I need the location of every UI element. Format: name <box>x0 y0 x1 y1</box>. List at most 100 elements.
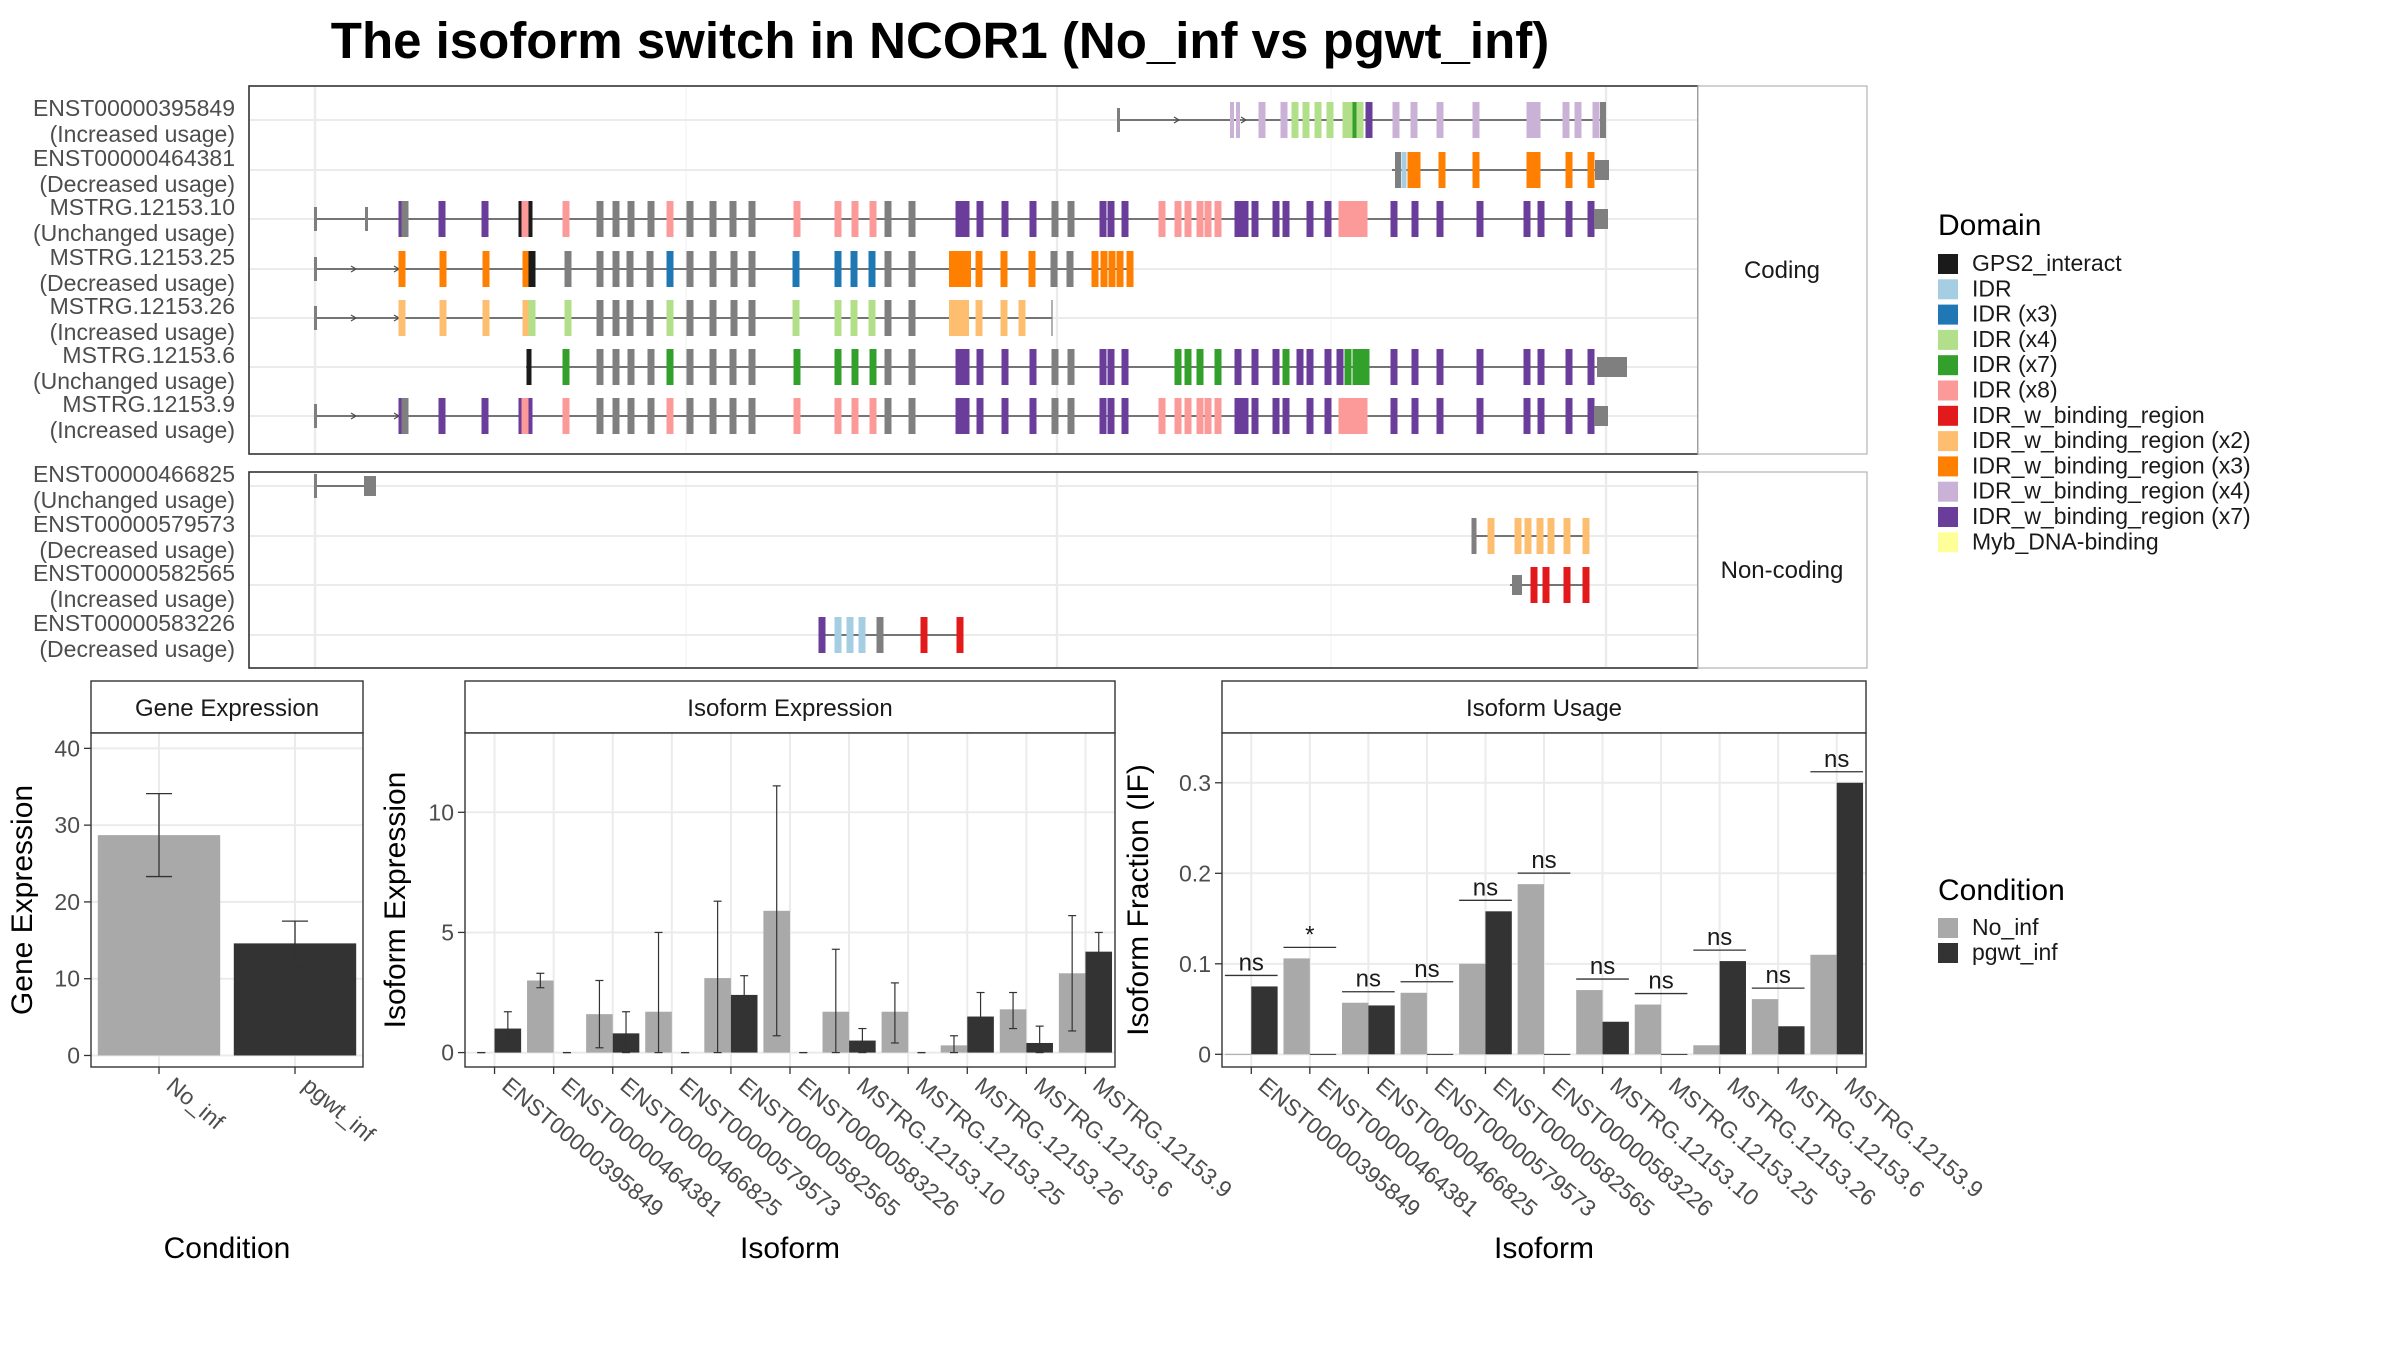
y-axis-title: Gene Expression <box>6 785 39 1015</box>
exon-block <box>885 349 892 385</box>
exon-block <box>885 300 892 336</box>
transcript-labels: ENST00000395849(Increased usage)ENST0000… <box>33 95 235 662</box>
exon-block <box>1534 152 1541 188</box>
exon-block <box>482 398 489 434</box>
exon-block <box>1175 201 1182 237</box>
exon-block <box>1108 349 1115 385</box>
exon-block <box>597 300 604 336</box>
exon-block <box>1412 349 1419 385</box>
exon-block <box>1002 349 1009 385</box>
exon-block <box>1001 300 1008 336</box>
domain-legend-swatch <box>1938 507 1958 527</box>
exon-block <box>1242 398 1249 434</box>
exon-block <box>1391 349 1398 385</box>
exon-block <box>1525 518 1532 554</box>
exon-block <box>1548 518 1555 554</box>
exon-block <box>977 398 984 434</box>
exon-block <box>1411 102 1418 138</box>
exon-block <box>730 398 737 434</box>
exon-block <box>730 349 737 385</box>
exon-block <box>1185 349 1192 385</box>
y-tick-label: 0 <box>1198 1041 1211 1067</box>
exon-block <box>1366 102 1373 138</box>
exon-block <box>628 201 635 237</box>
exon-block <box>1205 398 1212 434</box>
exon-block <box>1414 152 1421 188</box>
exon-block <box>1325 398 1332 434</box>
bar <box>1576 990 1602 1054</box>
exon-block <box>1588 349 1595 385</box>
exon-block <box>1361 201 1368 237</box>
exon-block <box>1252 349 1259 385</box>
exon-block <box>749 201 756 237</box>
exon-block <box>628 398 635 434</box>
transcript-id: MSTRG.12153.10 <box>50 194 235 220</box>
exon-block <box>1197 398 1204 434</box>
exon-block <box>749 349 756 385</box>
exon-block <box>402 398 409 434</box>
y-tick-label: 20 <box>54 889 80 915</box>
exon-block <box>847 617 854 653</box>
exon-block <box>687 251 694 287</box>
exon-block <box>565 251 572 287</box>
exon-block <box>1051 300 1052 336</box>
domain-legend-label: IDR_w_binding_region (x3) <box>1972 452 2251 478</box>
bar <box>1635 1005 1661 1055</box>
exon-block <box>597 349 604 385</box>
exon-block <box>710 398 717 434</box>
exon-block <box>1242 201 1249 237</box>
exon-block <box>1583 518 1590 554</box>
exon-block <box>885 398 892 434</box>
exon-block <box>1002 398 1009 434</box>
utr-exon <box>1117 108 1120 132</box>
exon-block <box>1175 349 1182 385</box>
exon-block <box>1439 152 1446 188</box>
exon-block <box>870 398 877 434</box>
exon-block <box>1345 349 1352 385</box>
exon-block <box>1273 398 1280 434</box>
exon-block <box>1100 201 1107 237</box>
exon-block <box>794 349 801 385</box>
exon-block <box>1315 102 1322 138</box>
exon-block <box>1307 398 1314 434</box>
exon-block <box>731 251 738 287</box>
exon-block <box>710 300 717 336</box>
exon-block <box>1092 251 1099 287</box>
exon-block <box>1594 209 1608 229</box>
isoform-expression-chart: Isoform Expression0510ENST00000395849ENS… <box>379 681 1237 1265</box>
exon-block <box>851 251 858 287</box>
noncoding-panel: Non-coding <box>249 472 1867 668</box>
bar <box>1837 783 1863 1055</box>
exon-block <box>835 300 842 336</box>
exon-block <box>1564 518 1571 554</box>
exon-block <box>909 300 916 336</box>
domain-legend-swatch <box>1938 532 1958 552</box>
exon-block <box>1283 398 1290 434</box>
y-axis-title: Isoform Fraction (IF) <box>1122 764 1155 1036</box>
exon-block <box>440 251 447 287</box>
exon-block <box>1477 398 1484 434</box>
exon-block <box>1001 251 1008 287</box>
bar <box>1693 1045 1719 1054</box>
exon-block <box>956 349 963 385</box>
exon-block <box>597 398 604 434</box>
transcript-usage: (Increased usage) <box>50 586 235 612</box>
exon-block <box>1583 567 1590 603</box>
exon-block <box>648 398 655 434</box>
significance-label: ns <box>1590 953 1615 980</box>
y-tick-label: 10 <box>54 966 80 992</box>
significance-label: ns <box>1707 924 1732 951</box>
exon-block <box>885 251 892 287</box>
exon-block <box>1588 201 1595 237</box>
domain-legend-swatch <box>1938 330 1958 350</box>
exon-block <box>976 300 983 336</box>
exon-block <box>687 300 694 336</box>
exon-block <box>956 201 963 237</box>
utr-exon <box>314 474 317 498</box>
exon-block <box>835 201 842 237</box>
exon-block <box>909 201 916 237</box>
exon-block <box>1566 398 1573 434</box>
panel-title: Gene Expression <box>135 695 319 722</box>
